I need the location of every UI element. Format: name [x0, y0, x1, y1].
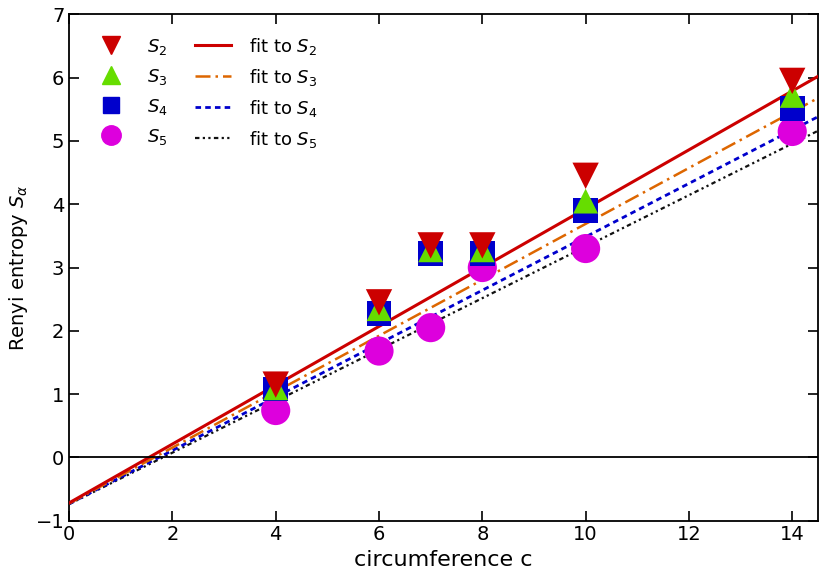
Point: [579, 244, 592, 253]
Point: [785, 103, 799, 113]
Point: [579, 206, 592, 215]
Point: [785, 127, 799, 136]
Point: [579, 171, 592, 181]
Y-axis label: Renyi entropy $S_{\alpha}$: Renyi entropy $S_{\alpha}$: [7, 185, 30, 351]
Point: [424, 323, 437, 332]
Point: [476, 263, 489, 272]
Point: [372, 304, 385, 313]
Point: [372, 298, 385, 307]
Point: [476, 249, 489, 258]
Point: [476, 241, 489, 250]
Point: [269, 406, 282, 415]
Point: [476, 245, 489, 254]
Legend: $S_2$, $S_3$, $S_4$, $S_5$, fit to $S_2$, fit to $S_3$, fit to $S_4$, fit to $S_: $S_2$, $S_3$, $S_4$, $S_5$, fit to $S_2$…: [86, 28, 325, 157]
Point: [424, 241, 437, 250]
Point: [424, 245, 437, 254]
Point: [785, 91, 799, 100]
Point: [269, 384, 282, 394]
Point: [424, 249, 437, 258]
X-axis label: circumference c: circumference c: [354, 550, 533, 570]
Point: [269, 383, 282, 392]
Point: [372, 346, 385, 355]
Point: [785, 76, 799, 85]
Point: [372, 309, 385, 318]
Point: [579, 197, 592, 206]
Point: [269, 380, 282, 389]
